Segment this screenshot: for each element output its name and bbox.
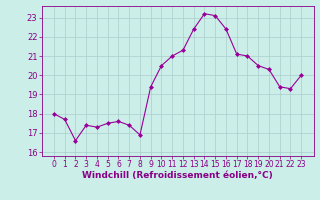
X-axis label: Windchill (Refroidissement éolien,°C): Windchill (Refroidissement éolien,°C) xyxy=(82,171,273,180)
